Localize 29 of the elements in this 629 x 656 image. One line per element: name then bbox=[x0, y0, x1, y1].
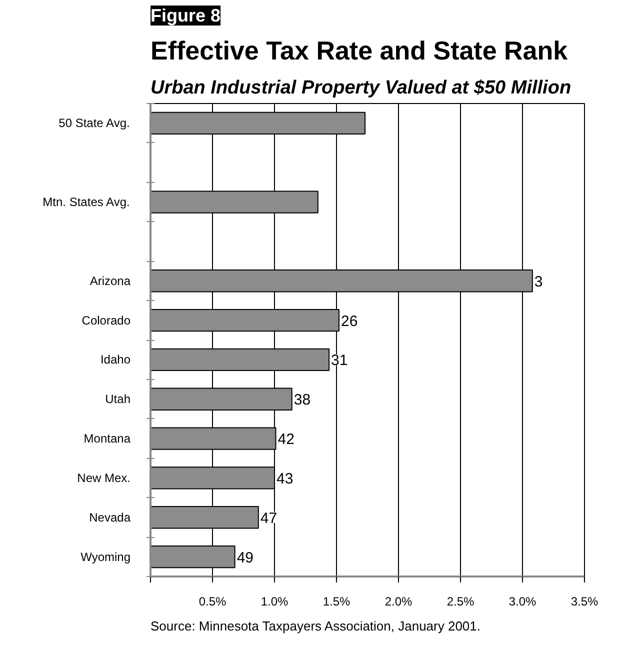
annotation: 31 bbox=[331, 352, 348, 370]
y-tick-label: Arizona bbox=[90, 274, 131, 288]
annotation: 49 bbox=[236, 549, 254, 566]
caption: Figure 8 bbox=[150, 6, 221, 26]
y-tick-label: Utah bbox=[105, 392, 131, 406]
annotation: 3 bbox=[534, 273, 543, 290]
annotation: 47 bbox=[260, 510, 278, 527]
y-tick-label: New Mex. bbox=[77, 470, 130, 485]
annotation: 42 bbox=[278, 431, 294, 448]
x-tick-label: 1.5% bbox=[322, 594, 351, 608]
chart-subtitle: Urban Industrial Property Valued at $50 Million bbox=[150, 78, 572, 98]
y-tick-label: Colorado bbox=[82, 313, 131, 328]
y-tick-label: Nevada bbox=[89, 510, 131, 524]
y-tick-label: 50 State Avg. bbox=[58, 116, 130, 130]
x-tick-label: 0.5% bbox=[198, 594, 227, 608]
y-tick-label: Idaho bbox=[100, 352, 131, 367]
x-tick-label: 3.0% bbox=[508, 594, 537, 608]
x-tick-label: 2.5% bbox=[446, 594, 475, 608]
x-tick-label: 2.0% bbox=[384, 594, 413, 608]
source-note: Source: Minnesota Taxpayers Association, January 2001. bbox=[150, 618, 481, 634]
y-tick-label: Mtn. States Avg. bbox=[42, 195, 130, 210]
chart-title: Effective Tax Rate and State Rank bbox=[150, 36, 568, 66]
x-tick-label: 3.5% bbox=[570, 594, 599, 608]
y-tick-label: Montana bbox=[84, 432, 131, 446]
annotation: 26 bbox=[340, 312, 358, 330]
y-tick-label: Wyoming bbox=[80, 550, 130, 564]
x-tick-label: 1.0% bbox=[260, 594, 289, 608]
annotation: 43 bbox=[276, 470, 294, 488]
annotation: 38 bbox=[294, 392, 311, 409]
